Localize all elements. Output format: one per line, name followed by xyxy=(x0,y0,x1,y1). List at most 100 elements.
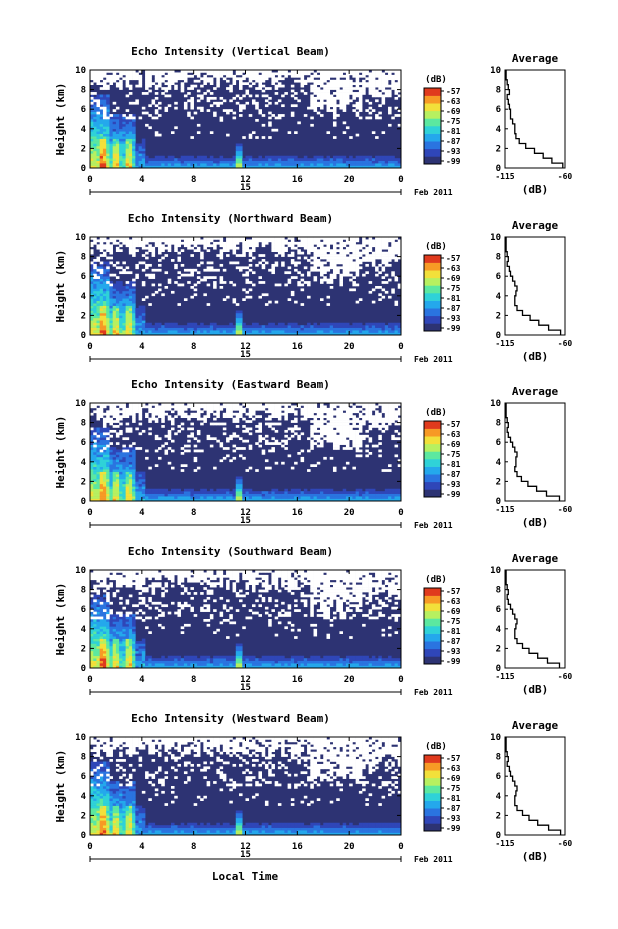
heatmap-cell xyxy=(128,300,133,304)
no-data-cell xyxy=(342,263,347,267)
no-data-cell xyxy=(391,271,395,275)
no-data-cell xyxy=(222,70,227,73)
no-data-cell xyxy=(245,273,250,277)
no-data-cell xyxy=(255,136,259,139)
heatmap-cell xyxy=(229,158,233,161)
heatmap-cell xyxy=(122,452,126,455)
no-data-cell xyxy=(232,444,237,448)
heatmap-cell xyxy=(303,332,308,336)
heatmap-cell xyxy=(274,498,279,502)
heatmap-cell xyxy=(271,330,275,333)
no-data-cell xyxy=(316,89,321,93)
no-data-cell xyxy=(248,114,253,117)
no-data-cell xyxy=(99,106,104,110)
heatmap-cell xyxy=(183,163,188,166)
heatmap-cell xyxy=(375,491,379,494)
no-data-cell xyxy=(336,271,340,275)
heatmap-cell xyxy=(99,276,104,279)
heatmap-cell xyxy=(277,491,282,494)
no-data-cell xyxy=(154,403,159,406)
heatmap-cell xyxy=(261,165,266,169)
no-data-cell xyxy=(381,84,386,88)
no-data-cell xyxy=(320,84,324,88)
no-data-cell xyxy=(145,84,149,88)
no-data-cell xyxy=(294,425,298,428)
no-data-cell xyxy=(161,237,165,240)
heatmap-cell xyxy=(154,327,159,331)
heatmap-cell xyxy=(391,160,395,164)
no-data-cell xyxy=(310,447,314,450)
no-data-cell xyxy=(290,251,295,255)
heatmap-cell xyxy=(102,317,107,321)
heatmap-cell xyxy=(167,327,172,331)
heatmap-cell xyxy=(132,160,136,164)
heatmap-cell xyxy=(102,119,107,122)
x-tick-label: 12 xyxy=(240,342,251,352)
no-data-cell xyxy=(300,303,305,306)
no-data-cell xyxy=(316,425,321,428)
no-data-cell xyxy=(219,281,224,284)
heatmap-cell xyxy=(109,300,113,304)
heatmap-cell xyxy=(326,332,331,336)
no-data-cell xyxy=(226,254,230,257)
no-data-cell xyxy=(177,256,182,260)
heatmap-cell xyxy=(371,322,376,326)
no-data-cell xyxy=(320,82,324,85)
no-data-cell xyxy=(332,96,337,100)
heatmap-cell xyxy=(106,429,110,433)
heatmap-cell xyxy=(329,488,334,492)
no-data-cell xyxy=(264,403,269,406)
no-data-cell xyxy=(323,437,327,441)
no-data-cell xyxy=(177,77,182,81)
no-data-cell xyxy=(336,89,340,93)
heatmap-cell xyxy=(109,320,113,324)
no-data-cell xyxy=(277,422,282,426)
no-data-cell xyxy=(329,104,334,108)
no-data-cell xyxy=(183,101,188,105)
no-data-cell xyxy=(310,432,314,436)
heatmap-cell xyxy=(313,158,318,161)
no-data-cell xyxy=(300,403,305,406)
no-data-cell xyxy=(239,405,243,409)
no-data-cell xyxy=(99,261,104,265)
no-data-cell xyxy=(151,72,156,76)
heatmap-cell xyxy=(96,444,101,448)
heatmap-cell xyxy=(119,114,123,117)
heatmap-cell xyxy=(106,456,110,460)
heatmap-cell xyxy=(180,496,185,499)
no-data-cell xyxy=(135,239,139,243)
heatmap-cell xyxy=(284,165,288,169)
no-data-cell xyxy=(323,87,327,90)
heatmap-cell xyxy=(109,310,113,314)
heatmap-cell xyxy=(99,493,104,497)
heatmap-cell xyxy=(141,153,146,157)
no-data-cell xyxy=(109,429,113,433)
heatmap-cell xyxy=(90,434,94,438)
heatmap-cell xyxy=(132,325,136,328)
heatmap-cell xyxy=(112,163,117,166)
no-data-cell xyxy=(248,133,253,137)
no-data-cell xyxy=(203,276,207,279)
heatmap-cell xyxy=(294,332,298,336)
heatmap-cell xyxy=(138,483,143,487)
no-data-cell xyxy=(148,104,152,108)
no-data-cell xyxy=(158,82,162,85)
no-data-cell xyxy=(349,92,353,95)
no-data-cell xyxy=(261,70,266,73)
no-data-cell xyxy=(271,405,275,409)
heatmap-cell xyxy=(96,133,101,137)
heatmap-cell xyxy=(145,496,149,499)
no-data-cell xyxy=(190,432,194,436)
heatmap-cell xyxy=(119,483,123,487)
heatmap-cell xyxy=(115,114,120,117)
heatmap-cell xyxy=(222,325,227,328)
no-data-cell xyxy=(287,427,292,431)
no-data-cell xyxy=(242,77,246,81)
no-data-cell xyxy=(125,281,130,284)
heatmap-cell xyxy=(132,305,136,309)
no-data-cell xyxy=(245,82,250,85)
heatmap-cell xyxy=(96,308,101,311)
no-data-cell xyxy=(294,461,298,465)
no-data-cell xyxy=(190,295,194,299)
no-data-cell xyxy=(167,249,172,252)
